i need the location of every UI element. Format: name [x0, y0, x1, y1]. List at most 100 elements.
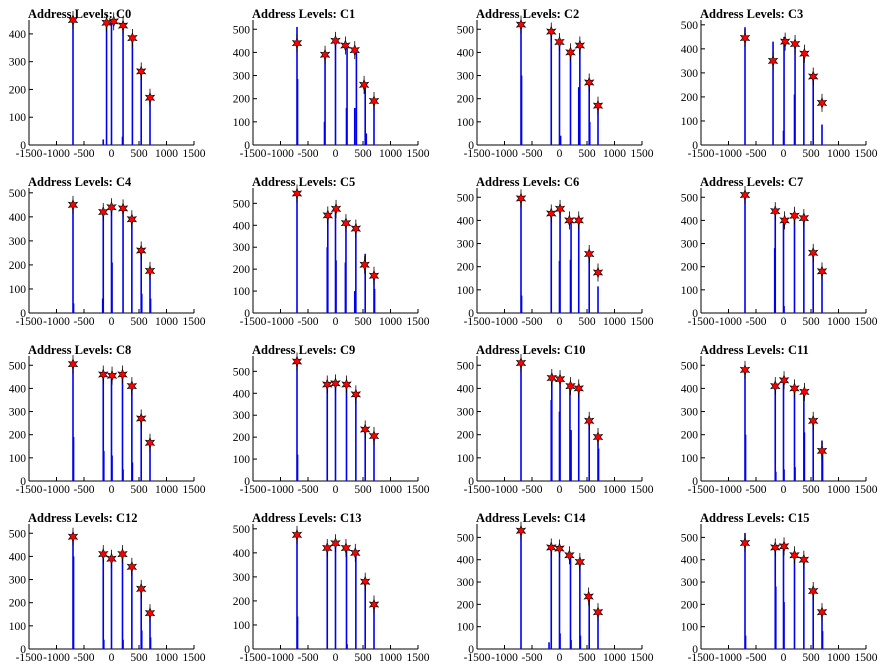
star-marker	[350, 388, 362, 401]
star-marker	[789, 382, 800, 395]
x-tick-label: -500	[521, 148, 542, 160]
y-tick-label: 100	[681, 453, 699, 465]
y-tick-label: 300	[457, 239, 475, 251]
y-tick-label: 100	[9, 453, 27, 465]
chart-title: Address Levels: C11	[700, 343, 809, 357]
star-marker	[126, 560, 138, 573]
x-tick-label: 0	[333, 316, 339, 328]
chart-title: Address Levels: C1	[252, 7, 355, 21]
star-marker	[340, 542, 352, 555]
star-marker	[368, 269, 380, 282]
star-marker	[322, 209, 334, 222]
chart-title: Address Levels: C12	[28, 511, 138, 525]
star-marker	[583, 76, 595, 89]
chart-title: Address Levels: C4	[28, 175, 132, 189]
x-tick-label: 1000	[603, 652, 626, 664]
star-marker	[592, 430, 604, 444]
star-marker	[106, 201, 117, 214]
y-tick-label: 200	[681, 599, 699, 611]
star-marker	[67, 358, 79, 371]
x-tick-label: 0	[109, 484, 115, 496]
x-tick-label: 1500	[631, 484, 654, 496]
star-marker	[546, 25, 557, 38]
y-tick-label: 0	[468, 308, 474, 320]
x-tick-label: -1500	[464, 484, 491, 496]
y-tick-label: 400	[681, 215, 699, 227]
x-tick-label: 1000	[379, 148, 402, 160]
chart-panel-11: Address Levels: C11 0 100 200 300 400 500 -1500…	[681, 343, 878, 496]
star-marker	[330, 377, 341, 390]
x-tick-label: -1500	[688, 652, 715, 664]
y-tick-label: 200	[457, 94, 475, 106]
star-marker	[144, 436, 156, 449]
chart-title: Address Levels: C3	[700, 7, 803, 21]
star-marker	[779, 35, 791, 48]
chart-panel-1: Address Levels: C10100200300400500-1500-…	[233, 7, 430, 160]
y-tick-label: 400	[457, 47, 475, 59]
x-tick-label: 1500	[855, 484, 878, 496]
x-tick-label: -500	[521, 316, 542, 328]
star-marker	[135, 65, 147, 78]
star-marker	[739, 31, 751, 45]
star-marker	[350, 546, 361, 559]
y-tick-label: 200	[9, 84, 27, 96]
star-marker	[798, 212, 810, 225]
x-tick-label: 1000	[379, 316, 402, 328]
star-marker	[770, 205, 781, 218]
y-tick-label: 100	[681, 116, 699, 128]
x-tick-label: -1500	[464, 652, 491, 664]
chart-title: Address Levels: C15	[700, 511, 810, 525]
x-tick-label: -500	[297, 652, 318, 664]
y-tick-label: 100	[233, 620, 251, 632]
y-tick-label: 500	[233, 524, 251, 536]
star-marker	[807, 70, 819, 83]
y-tick-label: 500	[233, 24, 251, 36]
y-tick-label: 500	[233, 366, 251, 378]
x-tick-label: 1000	[155, 316, 178, 328]
x-tick-label: -1000	[491, 148, 518, 160]
y-tick-label: 0	[244, 644, 250, 656]
star-marker	[359, 423, 371, 436]
x-tick-label: 500	[130, 148, 148, 160]
star-marker	[126, 380, 138, 393]
y-tick-label: 500	[457, 532, 475, 544]
y-tick-label: 300	[9, 57, 27, 69]
x-tick-label: 500	[578, 484, 596, 496]
star-marker	[779, 214, 790, 227]
star-marker	[546, 207, 557, 220]
y-tick-label: 0	[20, 140, 26, 152]
star-marker	[789, 209, 800, 222]
star-marker	[515, 192, 527, 205]
y-tick-label: 100	[233, 117, 251, 129]
y-tick-label: 200	[233, 264, 251, 276]
star-marker	[341, 378, 352, 391]
x-tick-label: 1500	[855, 148, 878, 160]
star-marker	[807, 414, 819, 427]
y-tick-label: 400	[9, 29, 27, 41]
star-marker	[574, 39, 586, 52]
y-tick-label: 100	[9, 621, 27, 633]
star-marker	[144, 264, 156, 277]
x-tick-label: 0	[781, 652, 787, 664]
y-tick-label: 0	[692, 476, 698, 488]
star-marker	[144, 91, 156, 104]
star-marker	[515, 524, 527, 537]
x-tick-label: 1500	[631, 652, 654, 664]
y-tick-label: 300	[457, 71, 475, 83]
star-marker	[592, 99, 604, 112]
x-tick-label: 1000	[827, 484, 850, 496]
chart-panel-15: Address Levels: C15 0 100 200 300 400 500 -1500…	[681, 511, 878, 664]
y-tick-label: 500	[681, 532, 699, 544]
chart-panel-6: Address Levels: C60100200300400500-1500-…	[457, 175, 654, 328]
y-tick-label: 100	[233, 286, 251, 298]
y-tick-label: 300	[9, 575, 27, 587]
chart-panel-2: Address Levels: C20100200300400500-1500-…	[457, 7, 654, 160]
y-tick-label: 400	[233, 388, 251, 400]
y-tick-label: 0	[244, 308, 250, 320]
x-tick-label: -1500	[464, 316, 491, 328]
star-marker	[789, 38, 801, 51]
y-tick-label: 500	[9, 188, 27, 200]
y-tick-label: 300	[681, 239, 699, 251]
x-tick-label: -500	[521, 484, 542, 496]
y-tick-label: 100	[457, 285, 475, 297]
